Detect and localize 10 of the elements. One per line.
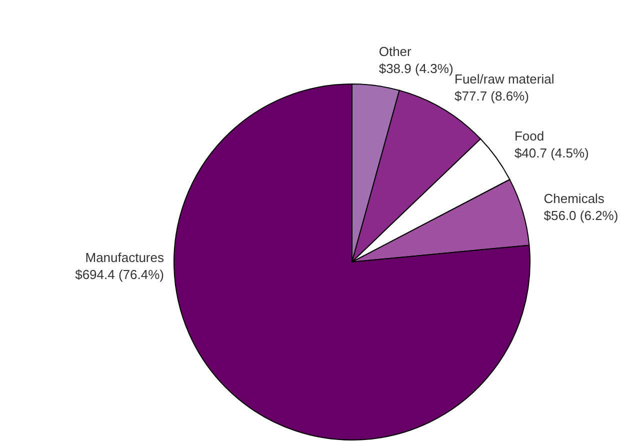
- slice-label: Fuel/raw material: [454, 71, 554, 86]
- slice-label: Other: [378, 44, 412, 59]
- slice-label: Manufactures: [85, 250, 164, 265]
- data-label: $38.9 (4.3%): [378, 60, 454, 76]
- data-label: $40.7 (4.5%): [514, 146, 589, 161]
- data-label: $694.4 (76.4%): [75, 267, 164, 282]
- slice-label: Food: [514, 128, 544, 144]
- data-label: $56.0 (6.2%): [544, 208, 618, 223]
- slice-label: Chemicals: [544, 190, 605, 206]
- data-label: $77.7 (8.6%): [454, 88, 529, 104]
